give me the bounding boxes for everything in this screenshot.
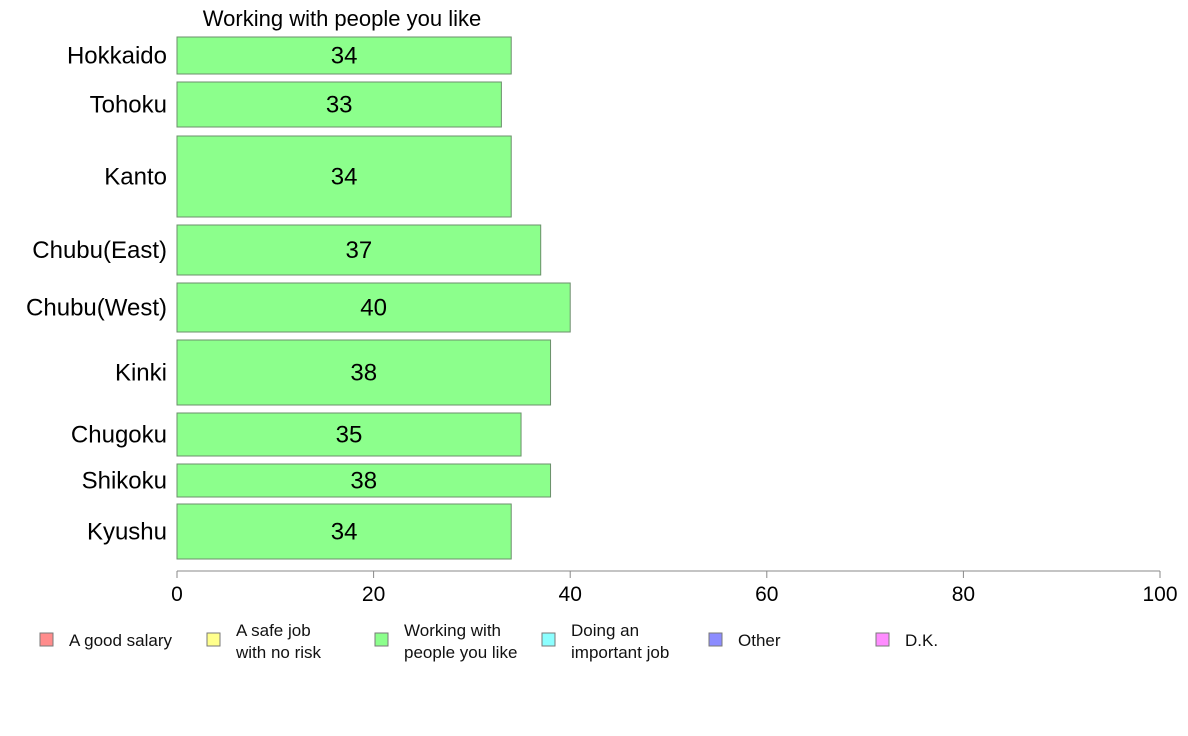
bar-value-label: 33 xyxy=(326,92,353,119)
x-tick-label: 0 xyxy=(171,583,183,606)
category-label: Chugoku xyxy=(71,422,167,449)
bar-1 xyxy=(176,81,502,128)
legend-label: Other xyxy=(738,631,781,650)
legend-swatch xyxy=(708,632,723,647)
legend-label: with no risk xyxy=(235,643,322,662)
legend-label: important job xyxy=(571,643,669,662)
bar-value-label: 34 xyxy=(331,164,358,191)
category-label: Tohoku xyxy=(90,92,167,119)
bar-value-label: 37 xyxy=(346,237,373,264)
category-label: Chubu(East) xyxy=(32,237,167,264)
bar-6 xyxy=(176,412,522,457)
x-tick-label: 60 xyxy=(755,583,778,606)
bar-3 xyxy=(176,224,542,276)
bar-4 xyxy=(176,282,571,333)
legend-swatch xyxy=(39,632,54,647)
legend-label: A good salary xyxy=(69,631,173,650)
bar-5 xyxy=(176,339,552,406)
legend-label: A safe job xyxy=(236,621,311,640)
legend-label: D.K. xyxy=(905,631,938,650)
x-tick-label: 20 xyxy=(362,583,385,606)
bar-value-label: 34 xyxy=(331,43,358,70)
category-label: Kyushu xyxy=(87,519,167,546)
x-tick-label: 80 xyxy=(952,583,975,606)
x-axis: 0 20 40 60 80 100 xyxy=(171,570,1178,606)
category-label: Kinki xyxy=(115,360,167,387)
legend-swatch xyxy=(875,632,890,647)
legend-swatch xyxy=(206,632,221,647)
bar-value-label: 40 xyxy=(360,295,387,322)
bar-value-label: 35 xyxy=(336,422,363,449)
bar-value-label: 34 xyxy=(331,519,358,546)
bar-0 xyxy=(176,36,512,75)
bars-group: 34 Hokkaido 33 Tohoku 34 Kanto 37 Chubu(East) 40… xyxy=(26,36,571,560)
legend-label: people you like xyxy=(404,643,517,662)
legend-swatch xyxy=(374,632,389,647)
legend-label: Doing an xyxy=(571,621,639,640)
legend-swatch xyxy=(541,632,556,647)
legend-label: Working with xyxy=(404,621,501,640)
bar-value-label: 38 xyxy=(350,468,377,495)
x-tick-label: 40 xyxy=(559,583,582,606)
chart-title: Working with people you like xyxy=(203,6,481,31)
bar-2 xyxy=(176,135,512,218)
bar-8 xyxy=(176,503,512,560)
category-label: Shikoku xyxy=(82,468,167,495)
bar-7 xyxy=(176,463,552,498)
bar-value-label: 38 xyxy=(350,360,377,387)
legend: A good salary A safe job with no risk Worki… xyxy=(39,621,938,662)
category-label: Chubu(West) xyxy=(26,295,167,322)
category-label: Hokkaido xyxy=(67,43,167,70)
x-tick-label: 100 xyxy=(1142,583,1177,606)
category-label: Kanto xyxy=(104,164,167,191)
